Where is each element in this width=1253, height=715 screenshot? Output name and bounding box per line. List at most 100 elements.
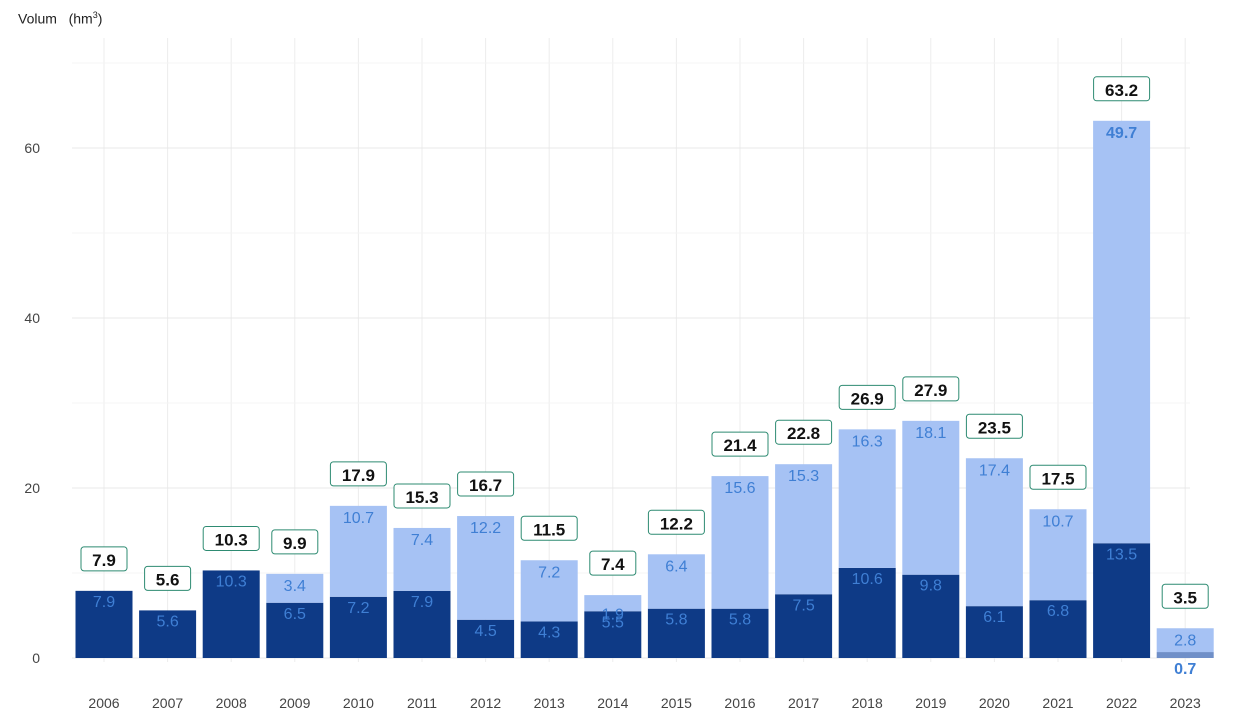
y-tick-label: 0 (32, 650, 40, 666)
bar-segment-top (711, 476, 769, 609)
bar-value-label-bottom: 4.3 (538, 624, 560, 641)
bar-segment-top (1093, 120, 1151, 544)
y-axis-title-text: Volum (18, 10, 57, 27)
bar-segment-top (965, 458, 1023, 607)
y-axis-unit: (hm (68, 10, 93, 27)
x-tick-label: 2021 (1042, 695, 1073, 711)
total-value-label: 26.9 (851, 389, 884, 408)
bar-segment-top (584, 595, 642, 612)
x-tick-label: 2015 (661, 695, 692, 711)
total-label-box (520, 515, 578, 541)
total-label-box (1093, 76, 1151, 102)
x-tick-label: 2016 (724, 695, 755, 711)
bar-value-label-bottom: 7.9 (411, 594, 433, 611)
total-label-box (329, 461, 387, 487)
x-tick-label: 2019 (915, 695, 946, 711)
x-tick-label: 2020 (979, 695, 1010, 711)
bar-value-label-top: 12.2 (470, 520, 501, 537)
bar-value-label-top: 18.1 (915, 425, 946, 442)
x-tick-label: 2012 (470, 695, 501, 711)
bar-segment-bottom (902, 574, 960, 658)
x-tick-label: 2008 (216, 695, 247, 711)
bar-segment-bottom (584, 611, 642, 658)
bar-segment-top (266, 573, 324, 603)
total-value-label: 17.5 (1041, 469, 1074, 488)
total-value-label: 10.3 (215, 530, 248, 549)
bar-segment-bottom (965, 606, 1023, 658)
bar-segment-bottom (75, 590, 133, 658)
total-value-label: 5.6 (156, 570, 180, 589)
bar-segment-top (1156, 628, 1214, 653)
total-label-box (457, 471, 515, 497)
bar-segment-top (329, 505, 387, 597)
total-value-label: 7.9 (92, 551, 116, 570)
total-value-label: 22.8 (787, 424, 820, 443)
y-tick-label: 60 (24, 140, 40, 156)
bar-value-label-top: 2.8 (1174, 632, 1196, 649)
bar-value-label-bottom: 10.3 (216, 573, 247, 590)
total-label-box (80, 546, 128, 572)
total-value-label: 17.9 (342, 466, 375, 485)
bar-value-label-bottom: 13.5 (1106, 546, 1137, 563)
y-tick-label: 40 (24, 310, 40, 326)
total-label-box (902, 376, 960, 402)
bar-segment-bottom (202, 570, 260, 658)
y-tick-label: 20 (24, 480, 40, 496)
bar-value-label-top: 15.3 (788, 468, 819, 485)
bar-value-label-bottom: 7.9 (93, 594, 115, 611)
total-value-label: 63.2 (1105, 81, 1138, 100)
bar-value-label-bottom: 0.7 (1174, 661, 1196, 678)
x-tick-label: 2007 (152, 695, 183, 711)
x-tick-label: 2006 (88, 695, 119, 711)
bar-value-label-bottom: 7.5 (792, 597, 814, 614)
bar-segment-bottom (838, 567, 896, 658)
x-tick-label: 2011 (407, 695, 437, 711)
total-label-box (144, 565, 192, 591)
total-label-box (711, 431, 769, 457)
bar-value-label-top: 7.2 (538, 564, 560, 581)
bar-segment-top (520, 560, 578, 622)
bar-value-label-bottom: 5.8 (665, 612, 687, 629)
total-value-label: 23.5 (978, 418, 1011, 437)
bar-value-label-bottom: 7.2 (347, 600, 369, 617)
x-tick-label: 2014 (597, 695, 628, 711)
bar-value-label-top: 49.7 (1106, 125, 1137, 142)
bar-value-label-top: 15.6 (724, 480, 755, 497)
bar-segment-top (902, 420, 960, 575)
bar-segment-bottom (520, 621, 578, 658)
bar-value-label-top: 7.4 (411, 532, 433, 549)
bar-segment-top (775, 464, 833, 595)
bar-value-label-top: 1.9 (602, 606, 624, 623)
x-tick-label: 2023 (1170, 695, 1201, 711)
y-axis-unit-sup: 3 (92, 10, 98, 20)
total-value-label: 27.9 (914, 381, 947, 400)
total-label-box (271, 529, 319, 555)
total-value-label: 15.3 (405, 488, 438, 507)
bar-segment-bottom (329, 596, 387, 658)
bar-segment-bottom (393, 590, 451, 658)
bar-value-label-top: 16.3 (852, 433, 883, 450)
bar-segment-bottom (266, 602, 324, 658)
bar-segment-top (457, 516, 515, 620)
total-value-label: 16.7 (469, 476, 502, 495)
bar-value-label-bottom: 4.5 (474, 623, 496, 640)
y-axis-title: Volum (hm3) (18, 10, 102, 27)
bar-value-label-bottom: 6.8 (1047, 603, 1069, 620)
bar-value-label-top: 3.4 (284, 578, 306, 595)
x-tick-label: 2010 (343, 695, 374, 711)
bar-segment-bottom (1029, 600, 1087, 658)
bar-value-label-bottom: 5.6 (156, 613, 178, 630)
bar-value-label-bottom: 5.5 (602, 614, 624, 631)
bar-segment-bottom (457, 619, 515, 658)
bar-segment-top (393, 527, 451, 591)
total-value-label: 3.5 (1173, 588, 1197, 607)
y-axis-unit-close: ) (97, 10, 103, 27)
total-value-label: 21.4 (723, 436, 757, 455)
total-label-box (393, 483, 451, 509)
total-label-box (838, 384, 896, 410)
total-label-box (1161, 583, 1209, 609)
x-tick-label: 2018 (852, 695, 883, 711)
total-label-box (647, 509, 705, 535)
bar-value-label-top: 10.7 (1042, 513, 1073, 530)
